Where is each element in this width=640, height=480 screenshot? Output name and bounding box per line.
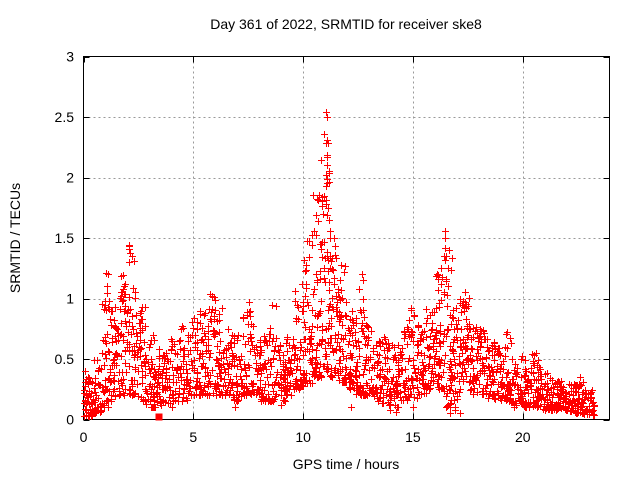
x-tick-label: 20 [515, 429, 531, 445]
plot-border [83, 56, 610, 420]
y-tick-label: 3 [66, 49, 74, 65]
y-tick-label: 0.5 [55, 351, 75, 367]
tick-labels: 0 5 10 15 20 0 0.5 1 1.5 2 2.5 3 [55, 49, 531, 446]
chart-title: Day 361 of 2022, SRMTID for receiver ske… [210, 16, 482, 32]
plot-border-and-ticks [83, 56, 610, 421]
square-data-marker [155, 413, 163, 421]
x-tick-label: 0 [80, 429, 88, 445]
y-tick-label: 1 [66, 291, 74, 307]
x-axis-label: GPS time / hours [293, 456, 400, 472]
y-axis-label: SRMTID / TECUs [7, 183, 23, 293]
y-tick-label: 1.5 [55, 230, 75, 246]
grid-lines [83, 56, 610, 420]
data-point-markers [81, 109, 598, 420]
y-tick-label: 2 [66, 170, 74, 186]
y-tick-label: 2.5 [55, 109, 75, 125]
x-tick-label: 10 [295, 429, 311, 445]
x-tick-label: 5 [189, 429, 197, 445]
x-tick-label: 15 [405, 429, 421, 445]
y-tick-label: 0 [66, 412, 74, 428]
scatter-points [81, 109, 598, 421]
